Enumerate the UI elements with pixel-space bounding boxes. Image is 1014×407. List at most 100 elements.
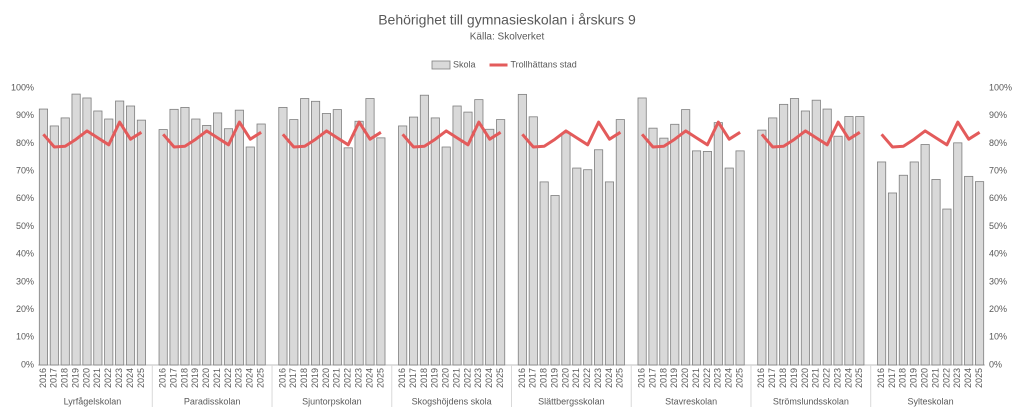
bar <box>735 150 745 366</box>
bar <box>909 161 919 366</box>
bar <box>800 110 810 366</box>
bar <box>158 129 168 366</box>
y-tick-label: 0% <box>21 359 34 369</box>
y-tick-label: 20% <box>16 304 34 314</box>
bar <box>300 98 310 366</box>
x-tick-label: 2020 <box>441 368 451 388</box>
y2-tick-label: 40% <box>989 249 1007 259</box>
bar <box>104 118 114 366</box>
bar <box>485 128 495 366</box>
legend-swatch <box>431 60 451 70</box>
x-tick-label: 2016 <box>38 368 48 388</box>
x-tick-label: 2017 <box>528 368 538 388</box>
x-tick-label: 2018 <box>539 368 549 388</box>
x-tick-label: 2025 <box>734 368 744 388</box>
bar <box>975 181 985 366</box>
group-label: Strömslundsskolan <box>773 396 849 406</box>
bar <box>213 112 223 366</box>
legend-label: Skola <box>453 59 476 69</box>
group-label: Slättbergsskolan <box>538 396 605 406</box>
bar <box>964 175 974 366</box>
x-tick-label: 2021 <box>691 368 701 388</box>
bar <box>539 181 549 366</box>
bar <box>191 118 201 366</box>
bar <box>779 103 789 366</box>
bar <box>702 151 712 366</box>
y-tick-label: 70% <box>16 165 34 175</box>
bar <box>833 135 843 366</box>
x-tick-label: 2017 <box>168 368 178 388</box>
x-tick-label: 2021 <box>332 368 342 388</box>
x-tick-label: 2024 <box>843 368 853 388</box>
x-tick-label: 2016 <box>158 368 168 388</box>
x-tick-label: 2020 <box>81 368 91 388</box>
bar <box>49 125 59 366</box>
x-tick-label: 2016 <box>397 368 407 388</box>
bar <box>670 123 680 366</box>
bar <box>887 192 898 366</box>
bar <box>789 98 800 366</box>
bar <box>496 119 506 366</box>
bar <box>354 120 364 366</box>
x-tick-label: 2016 <box>876 368 886 388</box>
bar <box>583 169 593 366</box>
y-tick-label: 30% <box>16 276 34 286</box>
bar <box>289 119 299 366</box>
x-tick-label: 2025 <box>615 368 625 388</box>
x-tick-label: 2024 <box>125 368 135 388</box>
x-tick-label: 2022 <box>582 368 592 388</box>
x-tick-label: 2024 <box>484 368 494 388</box>
x-tick-label: 2024 <box>963 368 973 388</box>
x-tick-label: 2020 <box>321 368 331 388</box>
x-tick-label: 2023 <box>832 368 842 388</box>
bar <box>931 179 941 366</box>
bar <box>768 117 778 366</box>
bar <box>278 106 288 366</box>
bar <box>311 100 321 366</box>
bar <box>93 110 103 366</box>
x-tick-label: 2021 <box>930 368 940 388</box>
x-tick-label: 2019 <box>909 368 919 388</box>
bar <box>452 105 462 366</box>
x-tick-label: 2022 <box>822 368 832 388</box>
x-tick-label: 2018 <box>419 368 429 388</box>
bar <box>430 117 440 366</box>
x-tick-label: 2020 <box>800 368 810 388</box>
bar <box>343 147 353 366</box>
bar <box>365 98 375 366</box>
x-tick-label: 2024 <box>604 368 614 388</box>
bar <box>877 161 887 366</box>
bar <box>463 111 473 366</box>
bar <box>38 108 48 366</box>
bar <box>692 150 702 366</box>
bar <box>550 195 560 366</box>
bar <box>71 93 81 366</box>
x-tick-label: 2022 <box>702 368 712 388</box>
x-tick-label: 2016 <box>636 368 646 388</box>
x-tick-label: 2021 <box>212 368 222 388</box>
x-tick-label: 2019 <box>789 368 799 388</box>
x-tick-label: 2023 <box>234 368 244 388</box>
x-tick-label: 2019 <box>190 368 200 388</box>
bar <box>376 137 386 366</box>
x-tick-label: 2019 <box>669 368 679 388</box>
x-tick-label: 2019 <box>310 368 320 388</box>
x-tick-label: 2016 <box>756 368 766 388</box>
x-tick-label: 2023 <box>952 368 962 388</box>
chart-title: Behörighet till gymnasieskolan i årskurs… <box>378 12 636 28</box>
x-tick-label: 2024 <box>724 368 734 388</box>
bar <box>256 123 266 366</box>
x-tick-label: 2017 <box>408 368 418 388</box>
x-tick-label: 2025 <box>495 368 505 388</box>
bar <box>604 181 615 366</box>
bar <box>223 128 234 366</box>
x-tick-label: 2025 <box>256 368 266 388</box>
legend: Skola Trollhättans stad <box>431 59 577 70</box>
bar <box>572 167 582 366</box>
x-tick-label: 2019 <box>430 368 440 388</box>
x-tick-label: 2023 <box>353 368 363 388</box>
bar <box>844 116 854 366</box>
x-tick-label: 2017 <box>647 368 657 388</box>
x-tick-label: 2021 <box>811 368 821 388</box>
bar <box>561 132 571 366</box>
